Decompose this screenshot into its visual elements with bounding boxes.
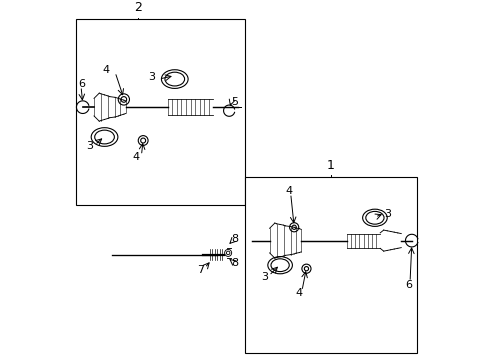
Text: 2: 2 bbox=[134, 1, 142, 14]
Ellipse shape bbox=[366, 211, 384, 224]
Ellipse shape bbox=[95, 130, 114, 144]
Bar bbox=[76, 19, 245, 206]
Text: 8: 8 bbox=[231, 234, 238, 244]
Text: 3: 3 bbox=[86, 141, 93, 152]
Text: 4: 4 bbox=[103, 65, 110, 75]
Text: 4: 4 bbox=[285, 186, 293, 197]
Circle shape bbox=[141, 138, 146, 143]
Bar bbox=[245, 177, 417, 353]
Circle shape bbox=[121, 96, 126, 102]
Text: 4: 4 bbox=[296, 288, 303, 298]
Text: 6: 6 bbox=[78, 79, 85, 89]
Ellipse shape bbox=[91, 128, 118, 147]
Ellipse shape bbox=[271, 259, 289, 271]
Circle shape bbox=[292, 225, 296, 229]
Circle shape bbox=[226, 251, 230, 255]
Text: 3: 3 bbox=[148, 72, 155, 82]
Circle shape bbox=[224, 249, 232, 256]
Circle shape bbox=[302, 264, 311, 273]
Text: 3: 3 bbox=[261, 273, 268, 283]
Ellipse shape bbox=[363, 209, 387, 226]
Text: 7: 7 bbox=[197, 265, 205, 275]
Circle shape bbox=[118, 94, 129, 105]
Circle shape bbox=[138, 136, 148, 145]
Text: 6: 6 bbox=[405, 279, 412, 289]
Text: 3: 3 bbox=[384, 209, 391, 219]
Text: 4: 4 bbox=[133, 152, 140, 162]
Ellipse shape bbox=[268, 257, 293, 274]
Circle shape bbox=[290, 223, 299, 232]
Text: 1: 1 bbox=[327, 159, 335, 172]
Ellipse shape bbox=[165, 72, 185, 86]
Text: 5: 5 bbox=[231, 97, 238, 107]
Text: 8: 8 bbox=[231, 258, 238, 269]
Circle shape bbox=[304, 267, 309, 271]
Ellipse shape bbox=[161, 70, 188, 89]
